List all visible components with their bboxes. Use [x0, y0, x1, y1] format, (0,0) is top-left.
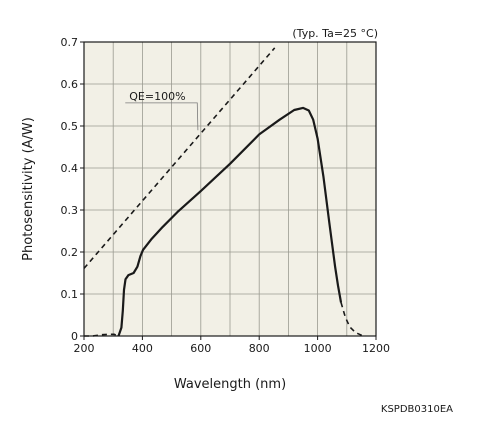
document-code: KSPDB0310EA	[381, 404, 453, 415]
x-tick-label: 1000	[304, 342, 332, 355]
y-tick-label: 0.7	[61, 36, 79, 49]
annotation-label: QE=100%	[129, 90, 185, 103]
annotation-layer: QE=100%	[125, 90, 199, 131]
y-tick-label: 0.5	[61, 120, 79, 133]
grid-lines	[84, 42, 376, 336]
series-line-photosensitivity	[117, 106, 343, 337]
series-layer	[83, 47, 365, 337]
x-axis-title: Wavelength (nm)	[174, 377, 286, 392]
y-tick-label: 0.6	[61, 78, 79, 91]
x-tick-label: 200	[74, 342, 95, 355]
x-tick-label: 800	[249, 342, 270, 355]
annotation-leader-line	[125, 102, 199, 131]
x-tick-label: 600	[190, 342, 211, 355]
condition-note: (Typ. Ta=25 °C)	[292, 27, 378, 40]
x-tick-label: 400	[132, 342, 153, 355]
y-tick-label: 0.3	[61, 204, 79, 217]
tick-labels: 200 400 600 800 1000 1200 0 0.1 0.2 0.3 0.4 0.5 0.6 0…	[61, 36, 391, 355]
series-line-qe100	[83, 47, 276, 269]
x-tick-label: 1200	[362, 342, 390, 355]
y-tick-label: 0	[71, 330, 78, 343]
y-tick-label: 0.4	[61, 162, 79, 175]
series-line-dashed-tail	[84, 333, 119, 337]
series-line-dashed-tail	[340, 302, 365, 337]
plot-frame	[83, 41, 377, 337]
y-tick-label: 0.2	[61, 246, 79, 259]
y-axis-title: Photosensitivity (A/W)	[21, 117, 36, 261]
y-tick-label: 0.1	[61, 288, 79, 301]
